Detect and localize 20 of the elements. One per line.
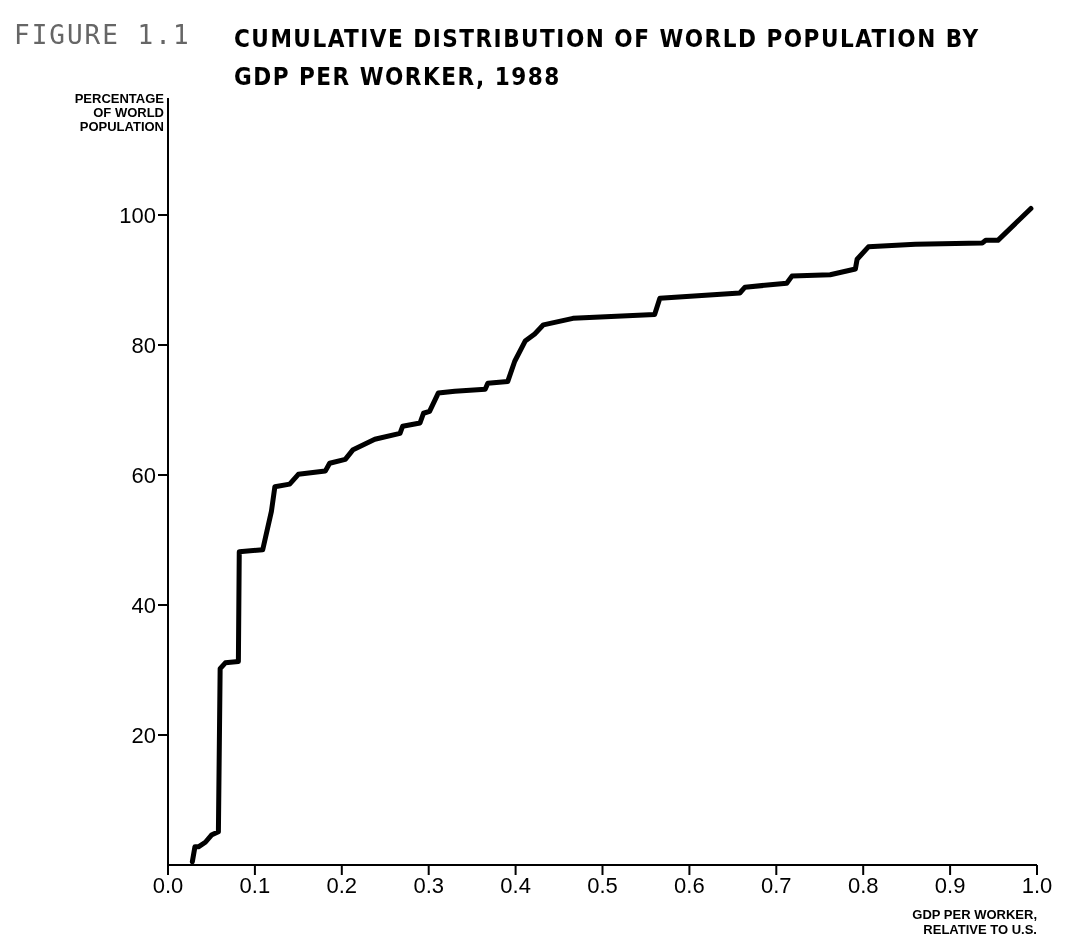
x-tick-label: 0.8: [847, 872, 879, 898]
y-tick-label: 100: [119, 202, 156, 228]
x-tick-label: 0.6: [674, 872, 705, 898]
y-tick-label: 60: [131, 462, 156, 488]
y-tick-label: 20: [131, 722, 156, 748]
y-axis-title: PERCENTAGE OF WORLD POPULATION: [73, 91, 164, 134]
y-tick-label: 40: [131, 592, 156, 618]
caption: FIGURE 1.1: [14, 20, 192, 50]
x-tick-label: 0.0: [152, 872, 184, 898]
x-tick-label: 0.4: [500, 872, 531, 898]
x-tick-label: 0.2: [326, 872, 358, 898]
x-tick-label: 0.9: [934, 872, 966, 898]
y-tick-label: 80: [131, 332, 156, 358]
chart-title: CUMULATIVE DISTRIBUTION OF WORLD POPULATION BY GDP PER WORKER, 1988: [234, 24, 981, 93]
x-tick-label: 0.5: [587, 872, 618, 898]
x-tick-label: 0.3: [413, 872, 444, 898]
x-axis-title: GDP PER WORKER, RELATIVE TO U.S.: [912, 907, 1037, 937]
x-tick-label: 1.0: [1021, 872, 1053, 898]
x-tick-label: 0.7: [761, 872, 792, 898]
x-tick-label: 0.1: [239, 872, 271, 898]
